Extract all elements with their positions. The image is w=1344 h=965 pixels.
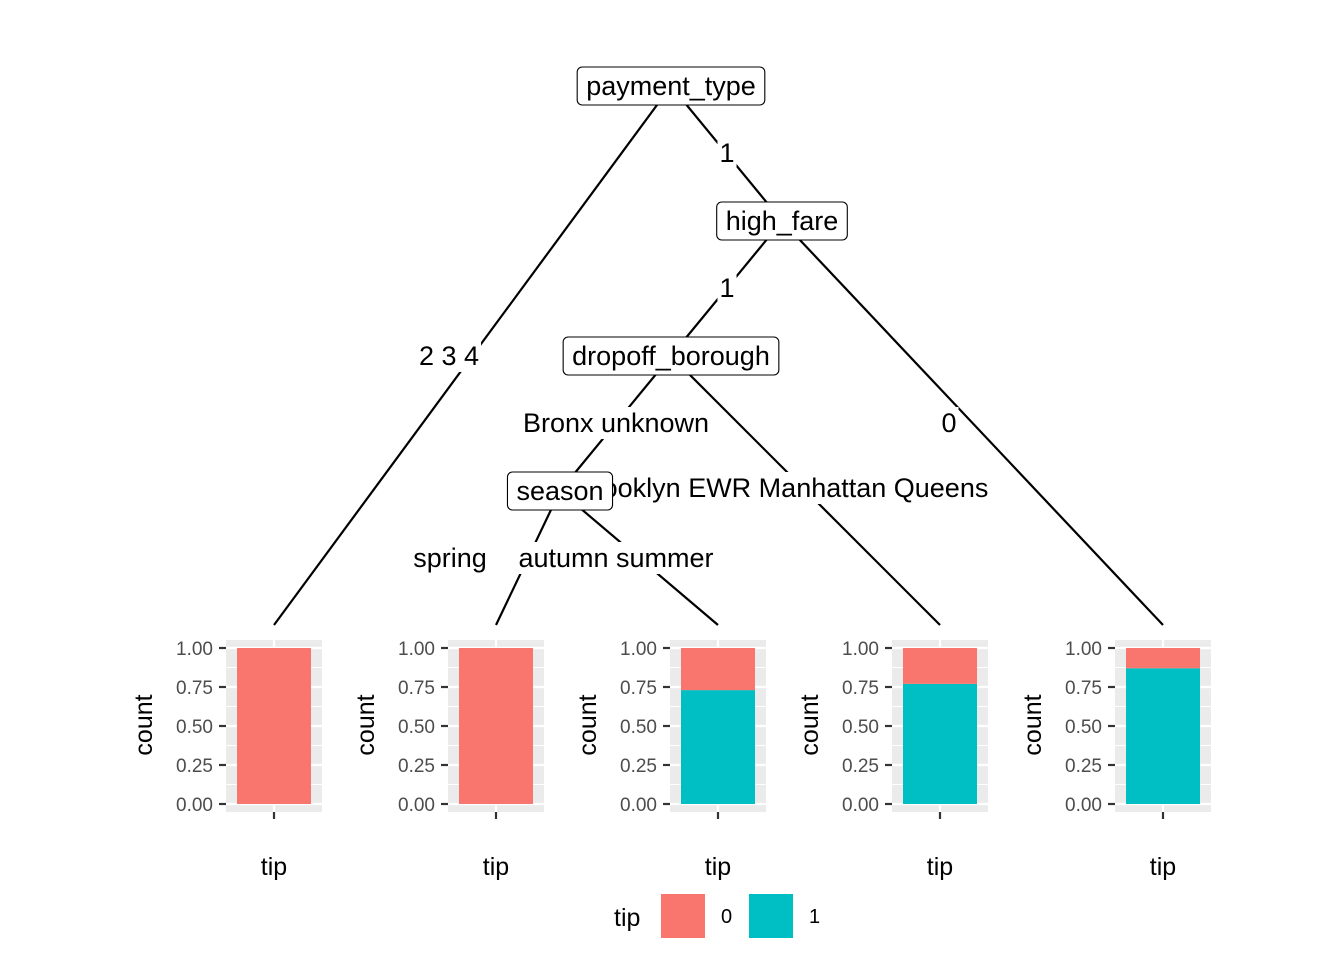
edge-label-payment_type-leaf1: 2 3 4 [416, 340, 482, 372]
leaf-panel-leaf4: 0.00 0.25 0.50 0.75 1.00 tip count [796, 639, 988, 881]
tree-edge-high_fare-leaf5 [781, 220, 1164, 626]
edge-label-background [717, 272, 737, 304]
edge-label-dropoff_borough-leaf4: Brooklyn EWR Manhattan Queens [573, 472, 991, 504]
x-axis-title: tip [1150, 853, 1176, 881]
legend-entry-0: 0 [661, 894, 732, 938]
y-tick-label: 0.00 [620, 795, 657, 816]
y-tick-label: 0.00 [176, 795, 213, 816]
bar-segment-tip-0 [237, 648, 311, 804]
legend: tip 0 1 [614, 894, 820, 938]
leaf-panel-leaf5: 0.00 0.25 0.50 0.75 1.00 tip count [1019, 639, 1211, 881]
leaf-panels: 0.00 0.25 0.50 0.75 1.00 tip count 0.00 0.25 0.50… [130, 639, 1211, 881]
y-tick-label: 0.75 [176, 678, 213, 699]
bar-segment-tip-1 [903, 683, 977, 804]
y-axis-title: count [130, 694, 158, 755]
y-tick-label: 0.75 [842, 678, 879, 699]
y-axis-title: count [352, 694, 380, 755]
y-tick-label: 0.50 [398, 717, 435, 738]
leaf-panel-leaf2: 0.00 0.25 0.50 0.75 1.00 tip count [352, 639, 544, 881]
edge-label-background [411, 542, 489, 574]
legend-swatch [661, 894, 705, 938]
tree-nodes: payment_type high_fare dropoff_boroughseas… [506, 66, 848, 511]
edge-label-text: spring [413, 543, 487, 573]
y-tick-label: 0.50 [620, 717, 657, 738]
legend-entry-1: 1 [749, 894, 820, 938]
node-box [506, 471, 614, 511]
legend-swatch [749, 894, 793, 938]
node-season: season [506, 471, 614, 511]
edge-label-text: 1 [719, 273, 734, 303]
bar-segment-tip-0 [1126, 648, 1200, 669]
y-tick-label: 0.25 [620, 756, 657, 777]
edge-label-background [939, 407, 959, 439]
y-tick-label: 0.50 [176, 717, 213, 738]
y-tick-label: 0.00 [842, 795, 879, 816]
leaf-panel-leaf1: 0.00 0.25 0.50 0.75 1.00 tip count [130, 639, 322, 881]
x-axis-title: tip [705, 853, 731, 881]
leaf-panel-leaf3: 0.00 0.25 0.50 0.75 1.00 tip count [574, 639, 766, 881]
edge-label-background [573, 472, 991, 504]
edge-label-high_fare-dropoff_borough: 1 [717, 272, 737, 304]
node-label: season [516, 476, 603, 506]
y-axis-title: count [1019, 694, 1047, 755]
bar-segment-tip-1 [681, 690, 755, 804]
bar-segment-tip-1 [1126, 668, 1200, 804]
legend-label: 1 [809, 906, 820, 928]
edge-labels: 2 3 4 1 1 0 Brooklyn EWR Manhattan Queens Bro… [411, 137, 991, 574]
bar-segment-tip-0 [681, 648, 755, 691]
node-box [562, 336, 780, 376]
y-tick-label: 0.00 [398, 795, 435, 816]
y-tick-label: 0.25 [1065, 756, 1102, 777]
y-tick-label: 1.00 [1065, 639, 1102, 660]
y-axis-title: count [796, 694, 824, 755]
node-box [716, 201, 848, 241]
node-label: payment_type [586, 71, 756, 101]
x-axis-title: tip [483, 853, 509, 881]
y-tick-label: 1.00 [620, 639, 657, 660]
edge-label-background [416, 340, 482, 372]
edge-label-background [717, 137, 737, 169]
edge-label-high_fare-leaf5: 0 [939, 407, 959, 439]
y-tick-label: 0.75 [1065, 678, 1102, 699]
x-axis-title: tip [927, 853, 953, 881]
edge-label-text: autumn summer [518, 543, 713, 573]
y-tick-label: 1.00 [398, 639, 435, 660]
y-tick-label: 0.25 [842, 756, 879, 777]
edge-label-dropoff_borough-season: Bronx unknown [520, 407, 712, 439]
edge-label-text: 2 3 4 [419, 341, 479, 371]
x-axis-title: tip [261, 853, 287, 881]
edge-label-background [516, 542, 716, 574]
bar-segment-tip-0 [459, 648, 533, 804]
y-tick-label: 0.75 [620, 678, 657, 699]
node-label: high_fare [726, 206, 839, 236]
node-high_fare: high_fare [716, 201, 848, 241]
node-label: dropoff_borough [572, 341, 770, 371]
edge-label-text: 1 [719, 138, 734, 168]
edge-label-season-leaf2: spring [411, 542, 489, 574]
y-tick-label: 0.00 [1065, 795, 1102, 816]
y-tick-label: 0.50 [842, 717, 879, 738]
edge-label-text: Brooklyn EWR Manhattan Queens [576, 473, 989, 503]
y-tick-label: 0.25 [176, 756, 213, 777]
legend-label: 0 [721, 906, 732, 928]
y-tick-label: 0.75 [398, 678, 435, 699]
edge-label-payment_type-high_fare: 1 [717, 137, 737, 169]
edge-label-text: Bronx unknown [523, 408, 709, 438]
y-axis-title: count [574, 694, 602, 755]
y-tick-label: 0.50 [1065, 717, 1102, 738]
node-dropoff_borough: dropoff_borough [562, 336, 780, 376]
y-tick-label: 1.00 [176, 639, 213, 660]
edge-label-text: 0 [941, 408, 956, 438]
node-box [576, 66, 766, 106]
edge-label-season-leaf3: autumn summer [516, 542, 716, 574]
node-payment_type: payment_type [576, 66, 766, 106]
y-tick-label: 0.25 [398, 756, 435, 777]
edge-label-background [520, 407, 712, 439]
legend-title: tip [614, 904, 640, 932]
bar-segment-tip-0 [903, 648, 977, 684]
y-tick-label: 1.00 [842, 639, 879, 660]
